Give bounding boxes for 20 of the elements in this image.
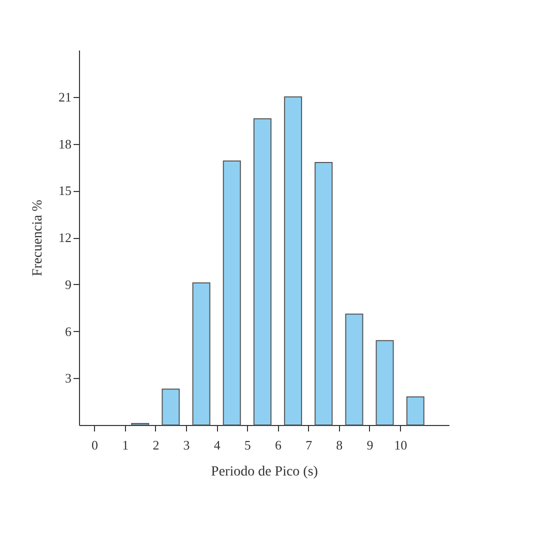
x-tick-label: 7 bbox=[306, 438, 313, 452]
x-axis-title: Periodo de Pico (s) bbox=[211, 464, 318, 480]
x-tick-label: 4 bbox=[214, 438, 221, 452]
y-tick-label: 15 bbox=[58, 183, 72, 198]
x-tick-label: 1 bbox=[122, 438, 129, 452]
x-tick-label: 5 bbox=[244, 438, 251, 452]
x-tick-label: 0 bbox=[92, 438, 98, 452]
y-axis-title: Frecuencia % bbox=[30, 199, 46, 276]
x-tick-label: 2 bbox=[152, 438, 160, 452]
x-tick-label: 3 bbox=[183, 438, 190, 452]
x-tick-label: 8 bbox=[336, 438, 343, 452]
y-tick-label: 6 bbox=[65, 324, 72, 339]
x-tick-label: 6 bbox=[275, 438, 282, 452]
y-tick-label: 18 bbox=[58, 136, 72, 152]
x-tick-label: 9 bbox=[366, 438, 374, 452]
y-tick-label: 3 bbox=[65, 370, 72, 386]
y-tick-label: 9 bbox=[65, 276, 72, 292]
x-tick-label: 10 bbox=[394, 438, 408, 452]
y-tick-label: 21 bbox=[58, 89, 72, 104]
y-tick-label: 12 bbox=[58, 230, 72, 245]
